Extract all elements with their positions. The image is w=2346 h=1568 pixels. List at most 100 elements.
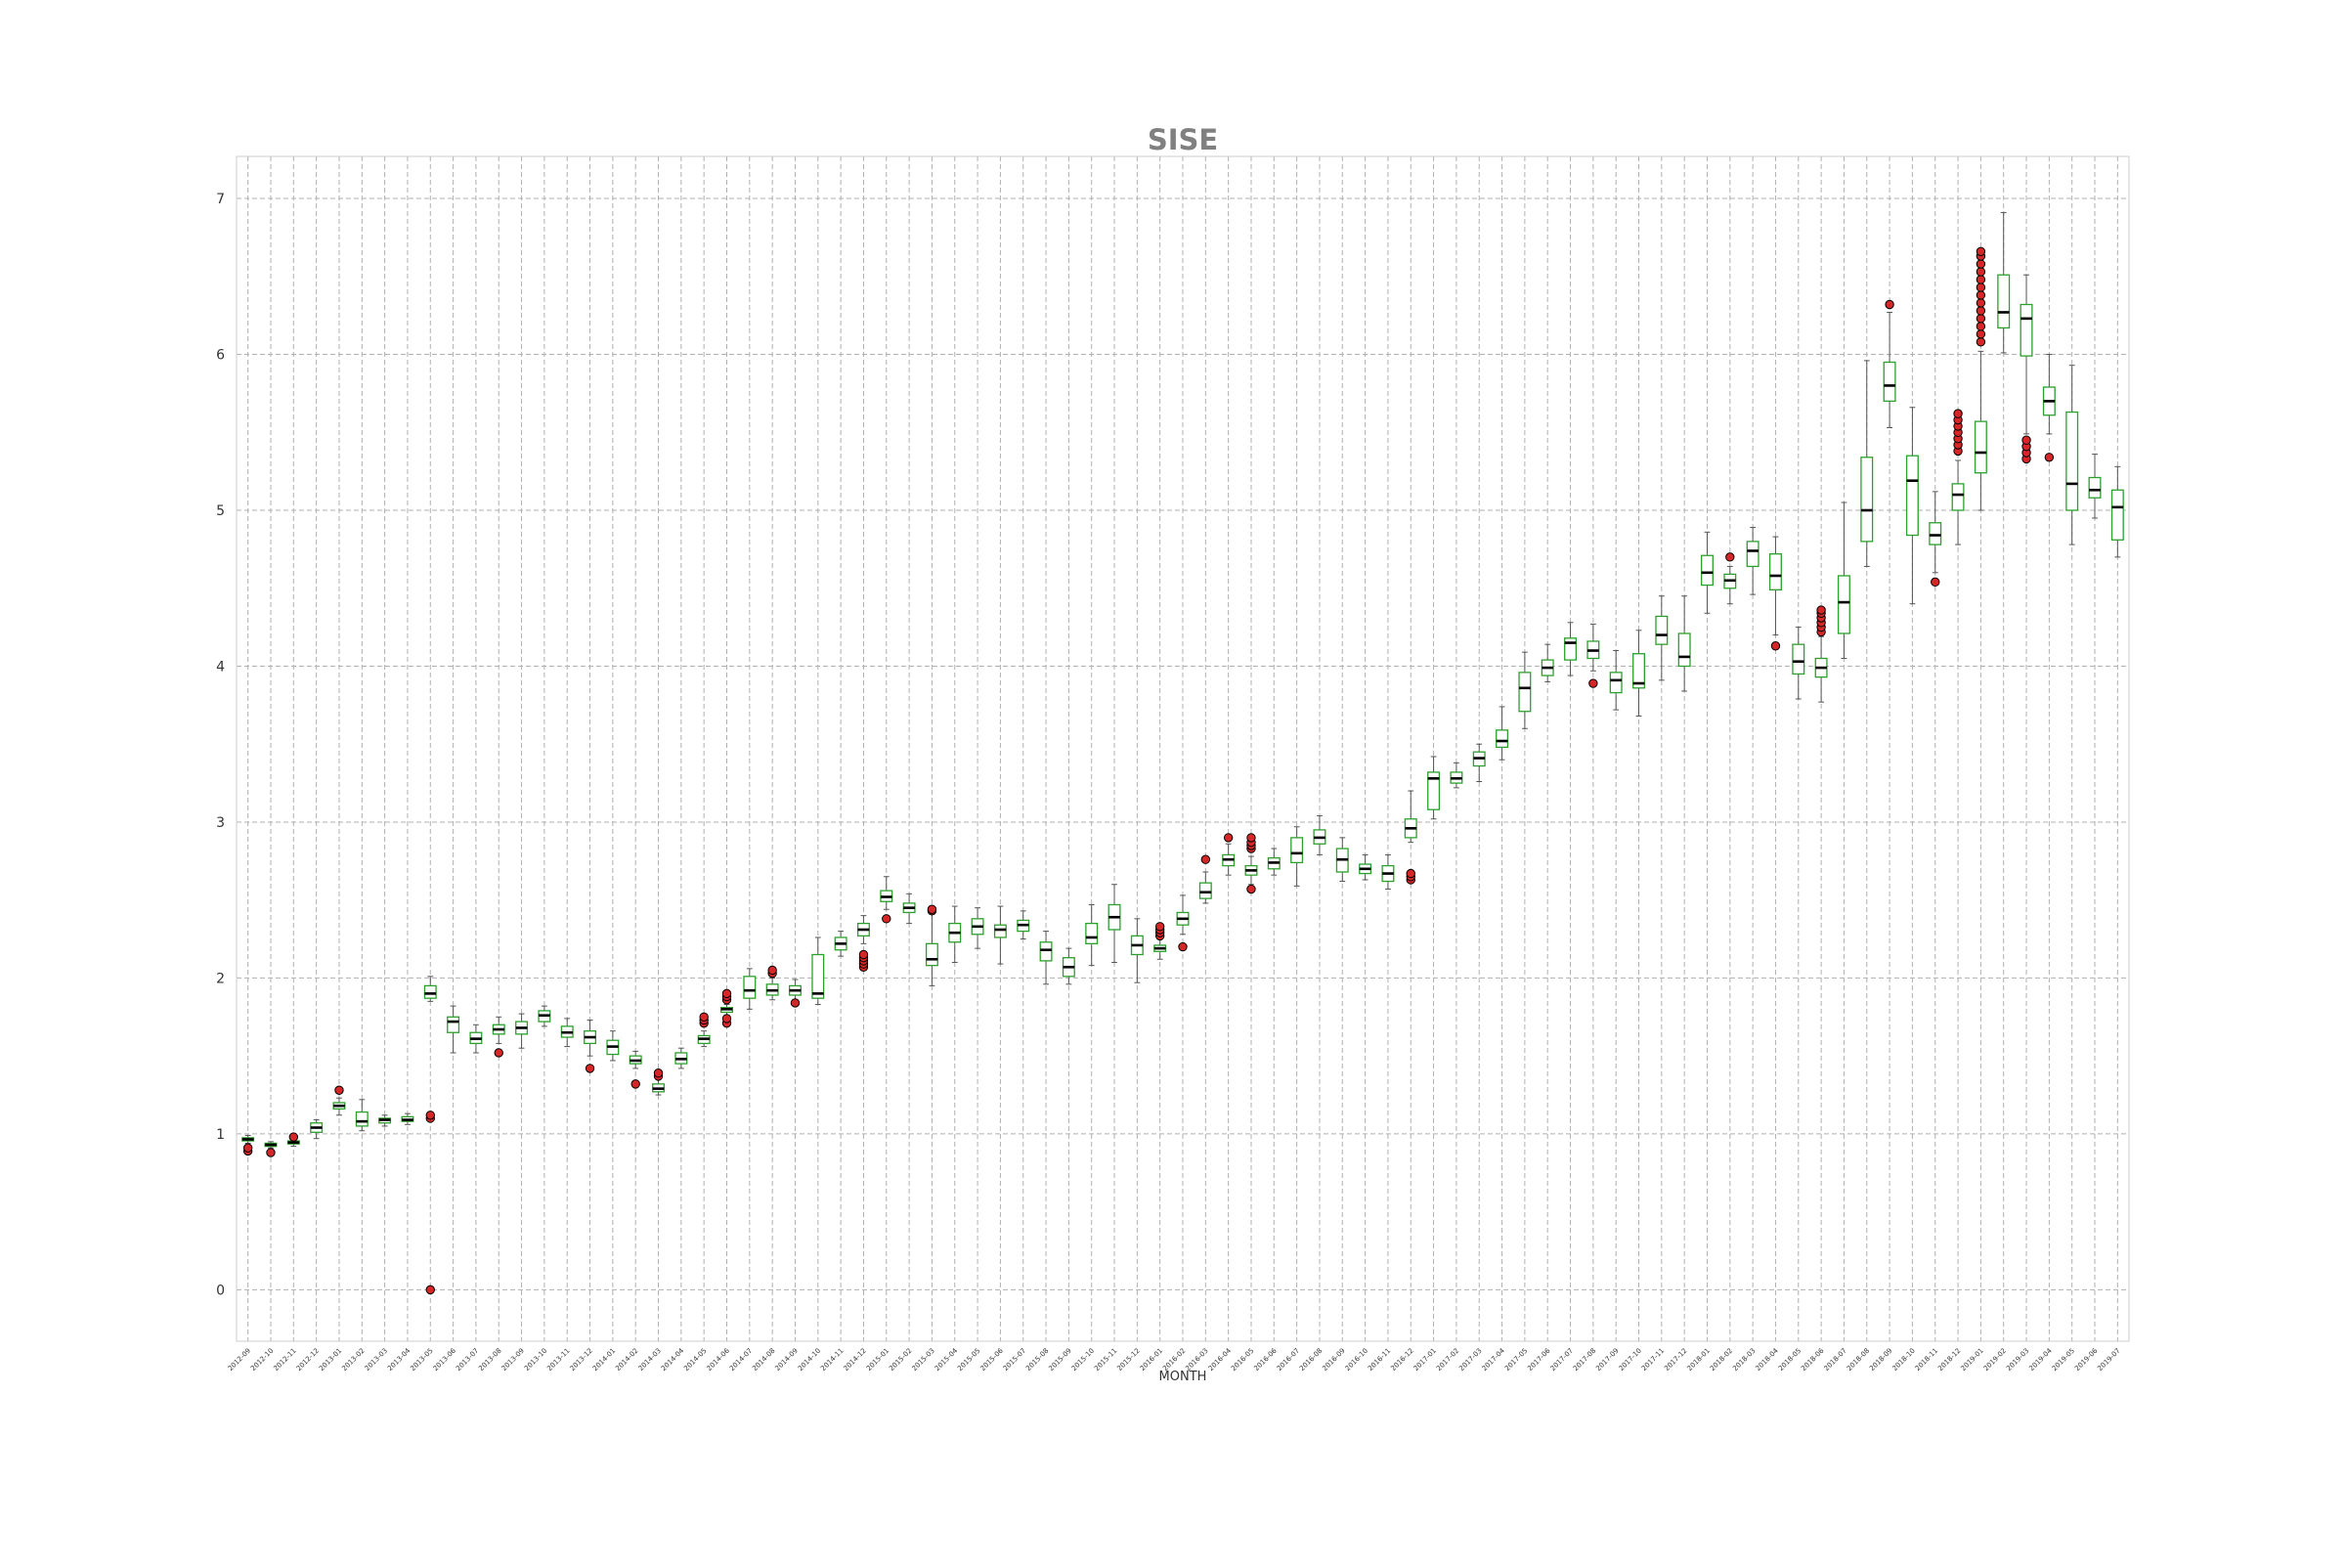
x-axis-label: MONTH [1159, 1370, 1207, 1384]
box-2018-08 [1860, 360, 1874, 567]
outlier-point [1246, 884, 1256, 894]
iqr-box [2065, 411, 2079, 511]
iqr-box [1860, 457, 1874, 543]
box-2015-03 [925, 904, 938, 986]
outlier-point [585, 1064, 595, 1073]
box-2017-08 [1586, 623, 1600, 688]
outlier-point [288, 1132, 299, 1142]
box-2017-11 [1655, 595, 1669, 681]
iqr-box [1792, 643, 1805, 675]
outlier-point [425, 1111, 435, 1120]
box-2016-01 [1153, 922, 1167, 960]
iqr-box [1496, 729, 1509, 749]
outlier-point [1976, 329, 1986, 339]
iqr-box [2088, 476, 2102, 499]
box-2015-11 [1108, 884, 1121, 963]
iqr-box [1427, 771, 1441, 810]
box-2015-12 [1130, 918, 1144, 983]
outlier-point [1976, 267, 1986, 277]
outlier-point [1976, 298, 1986, 308]
box-2015-02 [902, 893, 916, 925]
outlier-point [1953, 409, 1963, 418]
box-2013-03 [378, 1114, 392, 1127]
outlier-point [1976, 306, 1986, 316]
outlier-point [1154, 922, 1165, 932]
box-2017-07 [1564, 622, 1578, 676]
outlier-point [1725, 552, 1735, 562]
iqr-box [1039, 941, 1053, 962]
box-2013-09 [515, 1013, 529, 1049]
box-2016-10 [1359, 853, 1372, 881]
outlier-point [1976, 290, 1986, 300]
outlier-point [1588, 678, 1598, 688]
box-2019-06 [2088, 454, 2102, 519]
y-tick-label: 1 [216, 1127, 225, 1143]
iqr-box [1746, 541, 1760, 568]
box-2019-07 [2110, 465, 2124, 558]
box-2015-09 [1062, 947, 1075, 985]
outlier-point [2044, 453, 2055, 462]
iqr-box [355, 1111, 369, 1127]
box-2018-09 [1883, 299, 1896, 428]
y-tick-labels: 0 1 2 3 4 5 6 7 [216, 192, 225, 1298]
iqr-box [1905, 455, 1919, 537]
outlier-point [882, 914, 891, 924]
iqr-box [2110, 489, 2124, 541]
iqr-box [1883, 361, 1896, 403]
box-2015-07 [1017, 910, 1030, 940]
iqr-box [925, 942, 938, 967]
outlier-point [1976, 337, 1986, 347]
iqr-box [743, 976, 757, 999]
box-2017-12 [1677, 595, 1691, 692]
box-2017-09 [1609, 650, 1623, 711]
box-2016-08 [1313, 815, 1326, 855]
box-2016-05 [1244, 833, 1258, 894]
box-2016-03 [1198, 854, 1212, 904]
outlier-point [1976, 246, 1986, 256]
box-2013-02 [355, 1099, 369, 1132]
box-2015-06 [993, 905, 1007, 965]
box-2014-05 [697, 1012, 711, 1048]
box-2019-01 [1974, 246, 1987, 511]
box-2017-02 [1450, 762, 1463, 789]
outlier-point [1816, 605, 1826, 615]
y-tick-label: 2 [216, 971, 225, 986]
outlier-point [721, 988, 732, 999]
iqr-box [1632, 653, 1645, 689]
box-2018-01 [1701, 531, 1714, 614]
outlier-point [334, 1085, 344, 1095]
box-2014-03 [652, 1068, 665, 1096]
outlier-point [1976, 283, 1986, 292]
outlier-point [1223, 833, 1234, 843]
outlier-point [2021, 435, 2031, 445]
iqr-box [1997, 274, 2011, 329]
box-2018-11 [1929, 491, 1942, 588]
plot-frame [236, 155, 2130, 1342]
outlier-point [927, 904, 937, 914]
box-2012-10 [264, 1141, 278, 1157]
box-2014-06 [720, 988, 733, 1028]
outlier-point [1246, 833, 1256, 843]
y-tick-label: 7 [216, 192, 225, 207]
box-2015-01 [880, 876, 893, 924]
box-2016-02 [1176, 894, 1190, 952]
iqr-box [1198, 882, 1212, 899]
outlier-point [767, 965, 777, 976]
box-2017-01 [1427, 756, 1441, 820]
iqr-box [811, 953, 825, 999]
iqr-box [1564, 637, 1578, 661]
iqr-box [1974, 420, 1987, 474]
outlier-point [1976, 275, 1986, 284]
outlier-point [1406, 868, 1415, 879]
box-2018-05 [1792, 627, 1805, 700]
iqr-box [2020, 303, 2033, 357]
iqr-box [1768, 553, 1782, 590]
box-2013-10 [538, 1005, 551, 1027]
box-layer [241, 211, 2124, 1295]
iqr-box [1677, 632, 1691, 668]
box-2012-11 [286, 1132, 300, 1148]
box-2017-05 [1518, 651, 1532, 729]
box-2019-02 [1997, 211, 2011, 354]
